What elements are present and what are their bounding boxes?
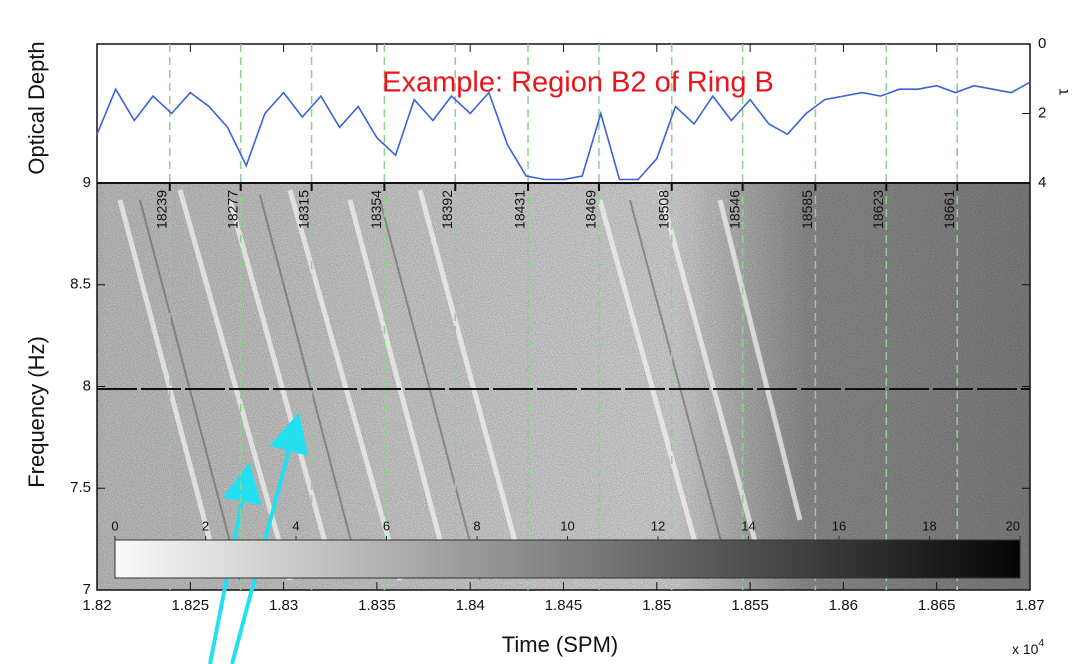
y-tick-label: 7.5 [70, 479, 91, 496]
y2-tick-label: 2 [1038, 104, 1046, 121]
x-tick-label: 1.835 [358, 597, 396, 614]
colorbar-tick-label: 12 [651, 518, 665, 533]
x-tick-label: 1.86 [829, 597, 858, 614]
x-tick-label: 1.85 [642, 597, 671, 614]
colorbar [114, 539, 1021, 579]
x-tick-label: 1.87 [1015, 597, 1044, 614]
y-tick-label: 8 [83, 377, 91, 394]
ring-label: 18661 [941, 190, 957, 229]
ring-label: 18469 [583, 190, 599, 229]
colorbar-tick-label: 14 [741, 518, 755, 533]
x-tick-label: 1.83 [269, 597, 298, 614]
colorbar-tick-label: 18 [922, 518, 936, 533]
ring-label: 18585 [799, 190, 815, 229]
x-tick-label: 1.84 [456, 597, 485, 614]
ring-label: 18623 [870, 190, 886, 229]
x-multiplier-base: x 10 [1012, 641, 1039, 657]
y-axis-label: Frequency (Hz) [24, 336, 49, 488]
ring-label: 18354 [368, 190, 384, 229]
x-tick-label: 1.82 [82, 597, 111, 614]
ring-label: 18431 [512, 190, 528, 229]
colorbar-tick-label: 20 [1006, 518, 1020, 533]
y-axis-label: Optical Depth [24, 41, 49, 174]
colorbar-tick-label: 6 [383, 518, 390, 533]
y2-tick-label: 4 [1038, 174, 1046, 191]
y-tick-label: 9 [83, 174, 91, 191]
x-multiplier-exponent: 4 [1038, 638, 1044, 649]
colorbar-tick-label: 0 [111, 518, 118, 533]
y2-tick-label: 0 [1038, 35, 1046, 52]
ring-label: 18508 [655, 190, 671, 229]
y-tick-label: 8.5 [70, 276, 91, 293]
x-multiplier: x 104 [1012, 638, 1044, 657]
x-tick-label: 1.855 [731, 597, 769, 614]
colorbar-tick-label: 8 [473, 518, 480, 533]
colorbar-tick-label: 2 [202, 518, 209, 533]
colorbar-tick-label: 16 [832, 518, 846, 533]
spectrogram-image [97, 183, 1030, 590]
y2-axis-label: τ [1055, 88, 1072, 95]
x-tick-label: 1.825 [172, 597, 210, 614]
optical-depth-line [96, 81, 1031, 181]
ring-label: 18239 [153, 190, 169, 229]
ring-label: 18315 [295, 190, 311, 229]
y-tick-label: 7 [83, 581, 91, 598]
x-tick-label: 1.845 [545, 597, 583, 614]
ring-label: 18546 [726, 190, 742, 229]
x-axis-label: Time (SPM) [502, 632, 619, 657]
x-tick-label: 1.865 [918, 597, 956, 614]
ring-label: 18392 [439, 190, 455, 229]
ring-label: 18277 [224, 190, 240, 229]
colorbar-tick-label: 10 [560, 518, 574, 533]
annotation: Example: Region B2 of Ring B [382, 67, 774, 99]
colorbar-tick-label: 4 [292, 518, 299, 533]
